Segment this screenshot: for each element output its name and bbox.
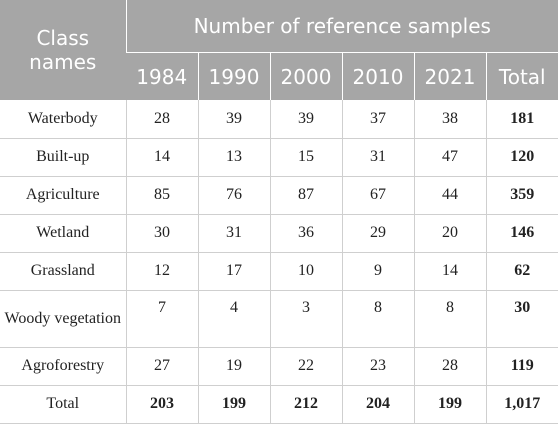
table-row: Waterbody 28 39 39 37 38 181: [0, 100, 558, 139]
value-cell: 38: [413, 100, 486, 139]
value-cell: 23: [341, 347, 414, 386]
value-cell: 22: [269, 347, 342, 386]
reference-samples-header: Number of reference samples: [125, 0, 558, 53]
class-name-cell: Agroforestry: [0, 347, 126, 386]
totals-label-cell: Total: [0, 385, 126, 424]
year-header: 2000: [269, 52, 342, 100]
value-cell: 7: [125, 290, 198, 348]
value-cell: 3: [269, 290, 342, 348]
value-cell: 17: [197, 252, 270, 291]
class-name-cell: Agriculture: [0, 176, 126, 215]
table-row: Agroforestry 27 19 22 23 28 119: [0, 347, 558, 386]
row-total-cell: 146: [485, 214, 558, 253]
value-cell: 13: [197, 138, 270, 177]
row-total-cell: 120: [485, 138, 558, 177]
column-total-cell: 199: [413, 385, 486, 424]
column-total-cell: 199: [197, 385, 270, 424]
value-cell: 8: [413, 290, 486, 348]
value-cell: 47: [413, 138, 486, 177]
class-name-cell: Grassland: [0, 252, 126, 291]
value-cell: 76: [197, 176, 270, 215]
year-header: 1990: [197, 52, 270, 100]
value-cell: 19: [197, 347, 270, 386]
table-header: Class names Number of reference samples …: [0, 0, 558, 100]
class-name-cell: Built-up: [0, 138, 126, 177]
value-cell: 31: [341, 138, 414, 177]
table-body: Waterbody 28 39 39 37 38 181 Built-up 14…: [0, 100, 558, 424]
value-cell: 39: [269, 100, 342, 139]
value-cell: 4: [197, 290, 270, 348]
value-cell: 67: [341, 176, 414, 215]
column-total-cell: 203: [125, 385, 198, 424]
value-cell: 10: [269, 252, 342, 291]
row-total-cell: 62: [485, 252, 558, 291]
value-cell: 39: [197, 100, 270, 139]
value-cell: 14: [413, 252, 486, 291]
column-total-cell: 204: [341, 385, 414, 424]
year-header: 1984: [126, 52, 198, 100]
class-names-header: Class names: [0, 0, 126, 100]
value-cell: 14: [125, 138, 198, 177]
table-row: Wetland 30 31 36 29 20 146: [0, 214, 558, 253]
class-name-cell: Wetland: [0, 214, 126, 253]
value-cell: 30: [125, 214, 198, 253]
table-row: Woody vegetation 7 4 3 8 8 30: [0, 290, 558, 348]
table-row: Grassland 12 17 10 9 14 62: [0, 252, 558, 291]
total-header: Total: [485, 52, 558, 100]
value-cell: 9: [341, 252, 414, 291]
row-total-cell: 119: [485, 347, 558, 386]
value-cell: 28: [125, 100, 198, 139]
value-cell: 36: [269, 214, 342, 253]
row-total-cell: 359: [485, 176, 558, 215]
value-cell: 12: [125, 252, 198, 291]
value-cell: 31: [197, 214, 270, 253]
grand-total-cell: 1,017: [485, 385, 558, 424]
row-total-cell: 30: [485, 290, 558, 348]
value-cell: 8: [341, 290, 414, 348]
class-name-cell: Waterbody: [0, 100, 126, 139]
value-cell: 15: [269, 138, 342, 177]
value-cell: 85: [125, 176, 198, 215]
class-name-cell: Woody vegetation: [0, 290, 126, 348]
row-total-cell: 181: [485, 100, 558, 139]
table-row: Agriculture 85 76 87 67 44 359: [0, 176, 558, 215]
year-header: 2010: [341, 52, 414, 100]
table-row: Built-up 14 13 15 31 47 120: [0, 138, 558, 177]
value-cell: 44: [413, 176, 486, 215]
value-cell: 37: [341, 100, 414, 139]
value-cell: 29: [341, 214, 414, 253]
totals-row: Total 203 199 212 204 199 1,017: [0, 385, 558, 424]
value-cell: 28: [413, 347, 486, 386]
value-cell: 20: [413, 214, 486, 253]
column-total-cell: 212: [269, 385, 342, 424]
value-cell: 87: [269, 176, 342, 215]
value-cell: 27: [125, 347, 198, 386]
year-header: 2021: [413, 52, 486, 100]
